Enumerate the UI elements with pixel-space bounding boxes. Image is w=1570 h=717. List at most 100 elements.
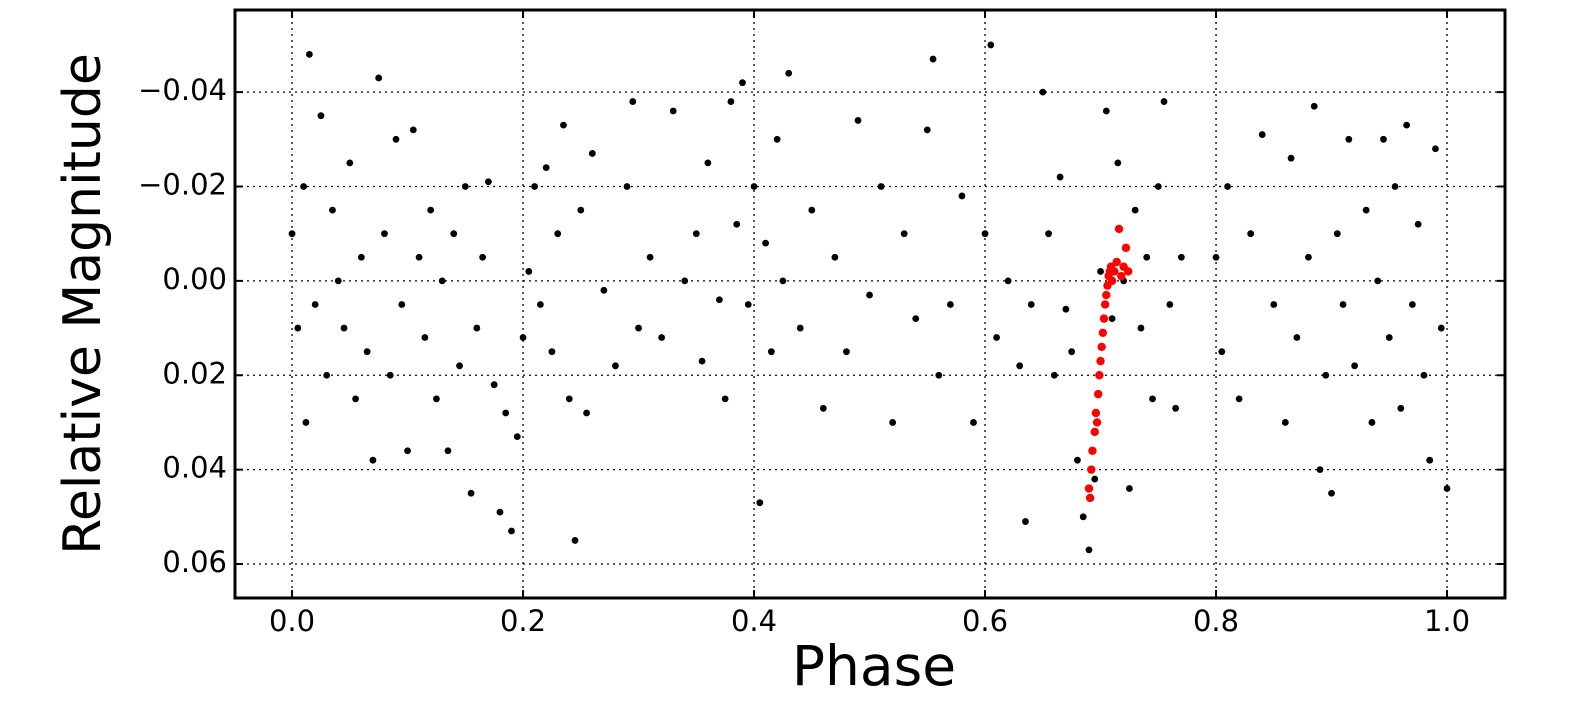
point (1097, 268, 1104, 275)
point (1154, 183, 1162, 190)
point (1362, 206, 1370, 214)
point (381, 230, 388, 238)
point (1218, 348, 1226, 356)
point (513, 433, 521, 441)
point (912, 315, 920, 323)
point (467, 489, 475, 497)
point (369, 456, 377, 464)
plot-frame (233, 8, 1507, 600)
point (311, 301, 319, 308)
point (1102, 290, 1111, 300)
point (317, 112, 325, 120)
point (669, 107, 677, 115)
point (762, 239, 769, 247)
point (352, 395, 359, 403)
point (681, 277, 689, 285)
point (340, 324, 348, 332)
point (409, 126, 417, 134)
point (773, 135, 781, 143)
point (346, 159, 354, 167)
point (519, 334, 527, 341)
point (294, 324, 302, 332)
point (334, 277, 342, 285)
y-tick-label: 0.02 (162, 356, 227, 390)
point (854, 117, 862, 124)
point (1050, 371, 1058, 379)
point (1166, 301, 1174, 308)
point (1177, 253, 1185, 261)
point (1107, 276, 1117, 286)
point (433, 395, 440, 403)
point (1022, 518, 1029, 525)
point (525, 268, 533, 275)
y-tick-label: −0.02 (138, 167, 227, 201)
point (1074, 456, 1081, 464)
point (1345, 135, 1353, 143)
point (560, 121, 567, 129)
point (658, 334, 666, 341)
point (1090, 427, 1099, 437)
point (1333, 230, 1341, 238)
point (421, 334, 429, 341)
point (750, 183, 758, 190)
point (323, 371, 331, 379)
point (1091, 408, 1101, 418)
point (444, 447, 452, 455)
point (923, 126, 931, 134)
point (357, 253, 365, 261)
point (386, 371, 394, 379)
point (496, 508, 504, 516)
x-axis-label: Phase (792, 634, 956, 698)
point (1137, 324, 1145, 332)
point (1172, 404, 1180, 412)
point (329, 206, 336, 214)
point (629, 98, 637, 105)
point (1281, 419, 1289, 426)
point (646, 253, 654, 261)
point (1094, 389, 1103, 399)
point (1121, 243, 1131, 253)
point (623, 183, 631, 190)
point (612, 362, 619, 370)
point (1443, 485, 1451, 492)
point (305, 50, 313, 58)
point (300, 183, 308, 190)
point (1368, 419, 1376, 426)
point (981, 230, 989, 238)
point (1056, 173, 1064, 181)
point (698, 357, 706, 365)
point (363, 348, 371, 356)
point (843, 348, 850, 356)
point (715, 296, 723, 304)
x-tick-label: 0.4 (731, 604, 777, 638)
point (946, 301, 954, 308)
point (1380, 135, 1387, 143)
point (600, 286, 608, 294)
point (1149, 395, 1156, 403)
point (958, 192, 966, 200)
point (450, 230, 458, 238)
point (704, 159, 712, 167)
y-axis-label: Relative Magnitude (53, 53, 113, 555)
point (900, 230, 908, 238)
point (473, 324, 481, 332)
x-tick-label: 1.0 (1424, 604, 1470, 638)
point (571, 537, 579, 544)
point (993, 334, 1000, 341)
point (1293, 334, 1301, 341)
point (1160, 98, 1168, 105)
point (1270, 301, 1278, 308)
point (404, 447, 411, 455)
point (1408, 301, 1416, 308)
point (531, 183, 538, 190)
point (744, 301, 752, 308)
y-tick-label: 0.06 (162, 545, 227, 579)
point (1110, 267, 1119, 276)
point (1068, 348, 1076, 356)
point (1108, 315, 1116, 323)
point (1126, 485, 1133, 492)
point (1224, 183, 1231, 190)
point (427, 206, 435, 214)
point (779, 277, 787, 285)
